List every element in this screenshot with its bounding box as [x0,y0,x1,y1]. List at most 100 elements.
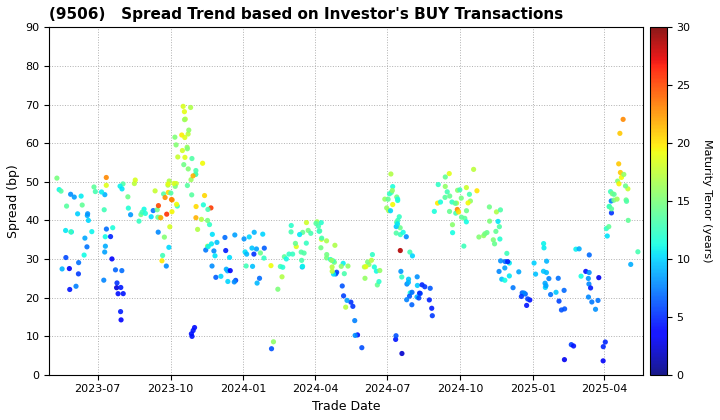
Point [208,247,220,254]
Point [345,299,356,305]
Point [582,275,594,282]
Point [177,103,189,110]
Point [122,194,134,200]
Point [285,228,297,235]
Point [411,294,423,300]
Point [328,271,339,278]
Point [145,213,157,220]
Point [190,171,202,178]
Point [153,229,164,236]
Point [439,183,451,190]
Point [373,278,384,285]
Point [366,251,378,258]
Point [101,182,112,189]
Point [86,228,98,235]
Point [585,285,596,291]
Point [71,283,82,290]
Point [456,195,467,202]
Point [166,208,178,215]
Point [156,257,168,264]
Point [416,281,428,288]
Point [603,203,615,210]
Point [190,167,202,174]
Point [464,198,476,205]
Point [573,245,585,252]
Point [64,286,76,293]
Point [608,197,620,204]
Point [296,257,307,264]
Point [301,219,312,226]
Point [396,273,408,280]
Point [321,237,333,244]
Point [371,268,382,275]
Point [179,154,191,161]
Point [53,186,65,193]
Point [340,304,351,310]
Point [444,193,456,199]
Point [115,317,127,323]
Point [172,154,184,160]
Point [593,297,604,304]
Point [489,241,500,247]
Point [130,177,141,184]
Point [111,284,122,291]
Point [154,214,166,221]
Point [428,208,440,215]
Point [98,277,109,284]
Point [289,240,301,247]
Point [181,145,193,152]
Point [163,178,175,184]
Point [503,273,515,279]
Point [616,174,627,181]
Point [81,244,93,250]
Point [352,331,364,338]
Point [366,257,377,264]
Point [247,263,258,270]
Point [570,246,582,252]
Point [412,282,423,289]
Point [329,242,341,249]
Point [246,245,258,252]
Point [423,297,435,303]
Point [447,229,459,236]
Point [494,223,505,230]
Point [78,252,90,258]
Point [390,230,402,236]
Point [206,241,217,247]
Point [186,331,197,337]
Point [55,188,67,194]
Point [479,231,490,237]
Point [395,224,406,231]
Point [583,281,595,287]
Point [65,191,76,198]
Point [186,155,198,162]
Point [622,186,634,192]
Point [444,208,455,215]
Point [204,221,215,228]
Point [189,324,200,331]
Point [112,290,124,297]
Point [404,249,415,255]
Point [224,254,235,261]
Point [115,284,127,291]
Point [484,218,495,225]
Point [614,130,626,137]
Point [197,160,208,167]
Point [459,215,471,222]
Point [407,252,418,259]
Point [382,196,394,202]
Point [392,197,403,204]
Point [435,199,446,205]
Point [402,279,414,286]
Point [433,181,444,188]
Point [176,131,187,138]
Point [487,236,499,243]
Point [392,217,403,224]
Point [60,227,71,234]
Point [606,205,617,212]
Point [190,171,202,178]
Point [202,243,213,249]
Point [326,264,338,270]
Point [166,196,177,203]
Point [603,223,615,230]
